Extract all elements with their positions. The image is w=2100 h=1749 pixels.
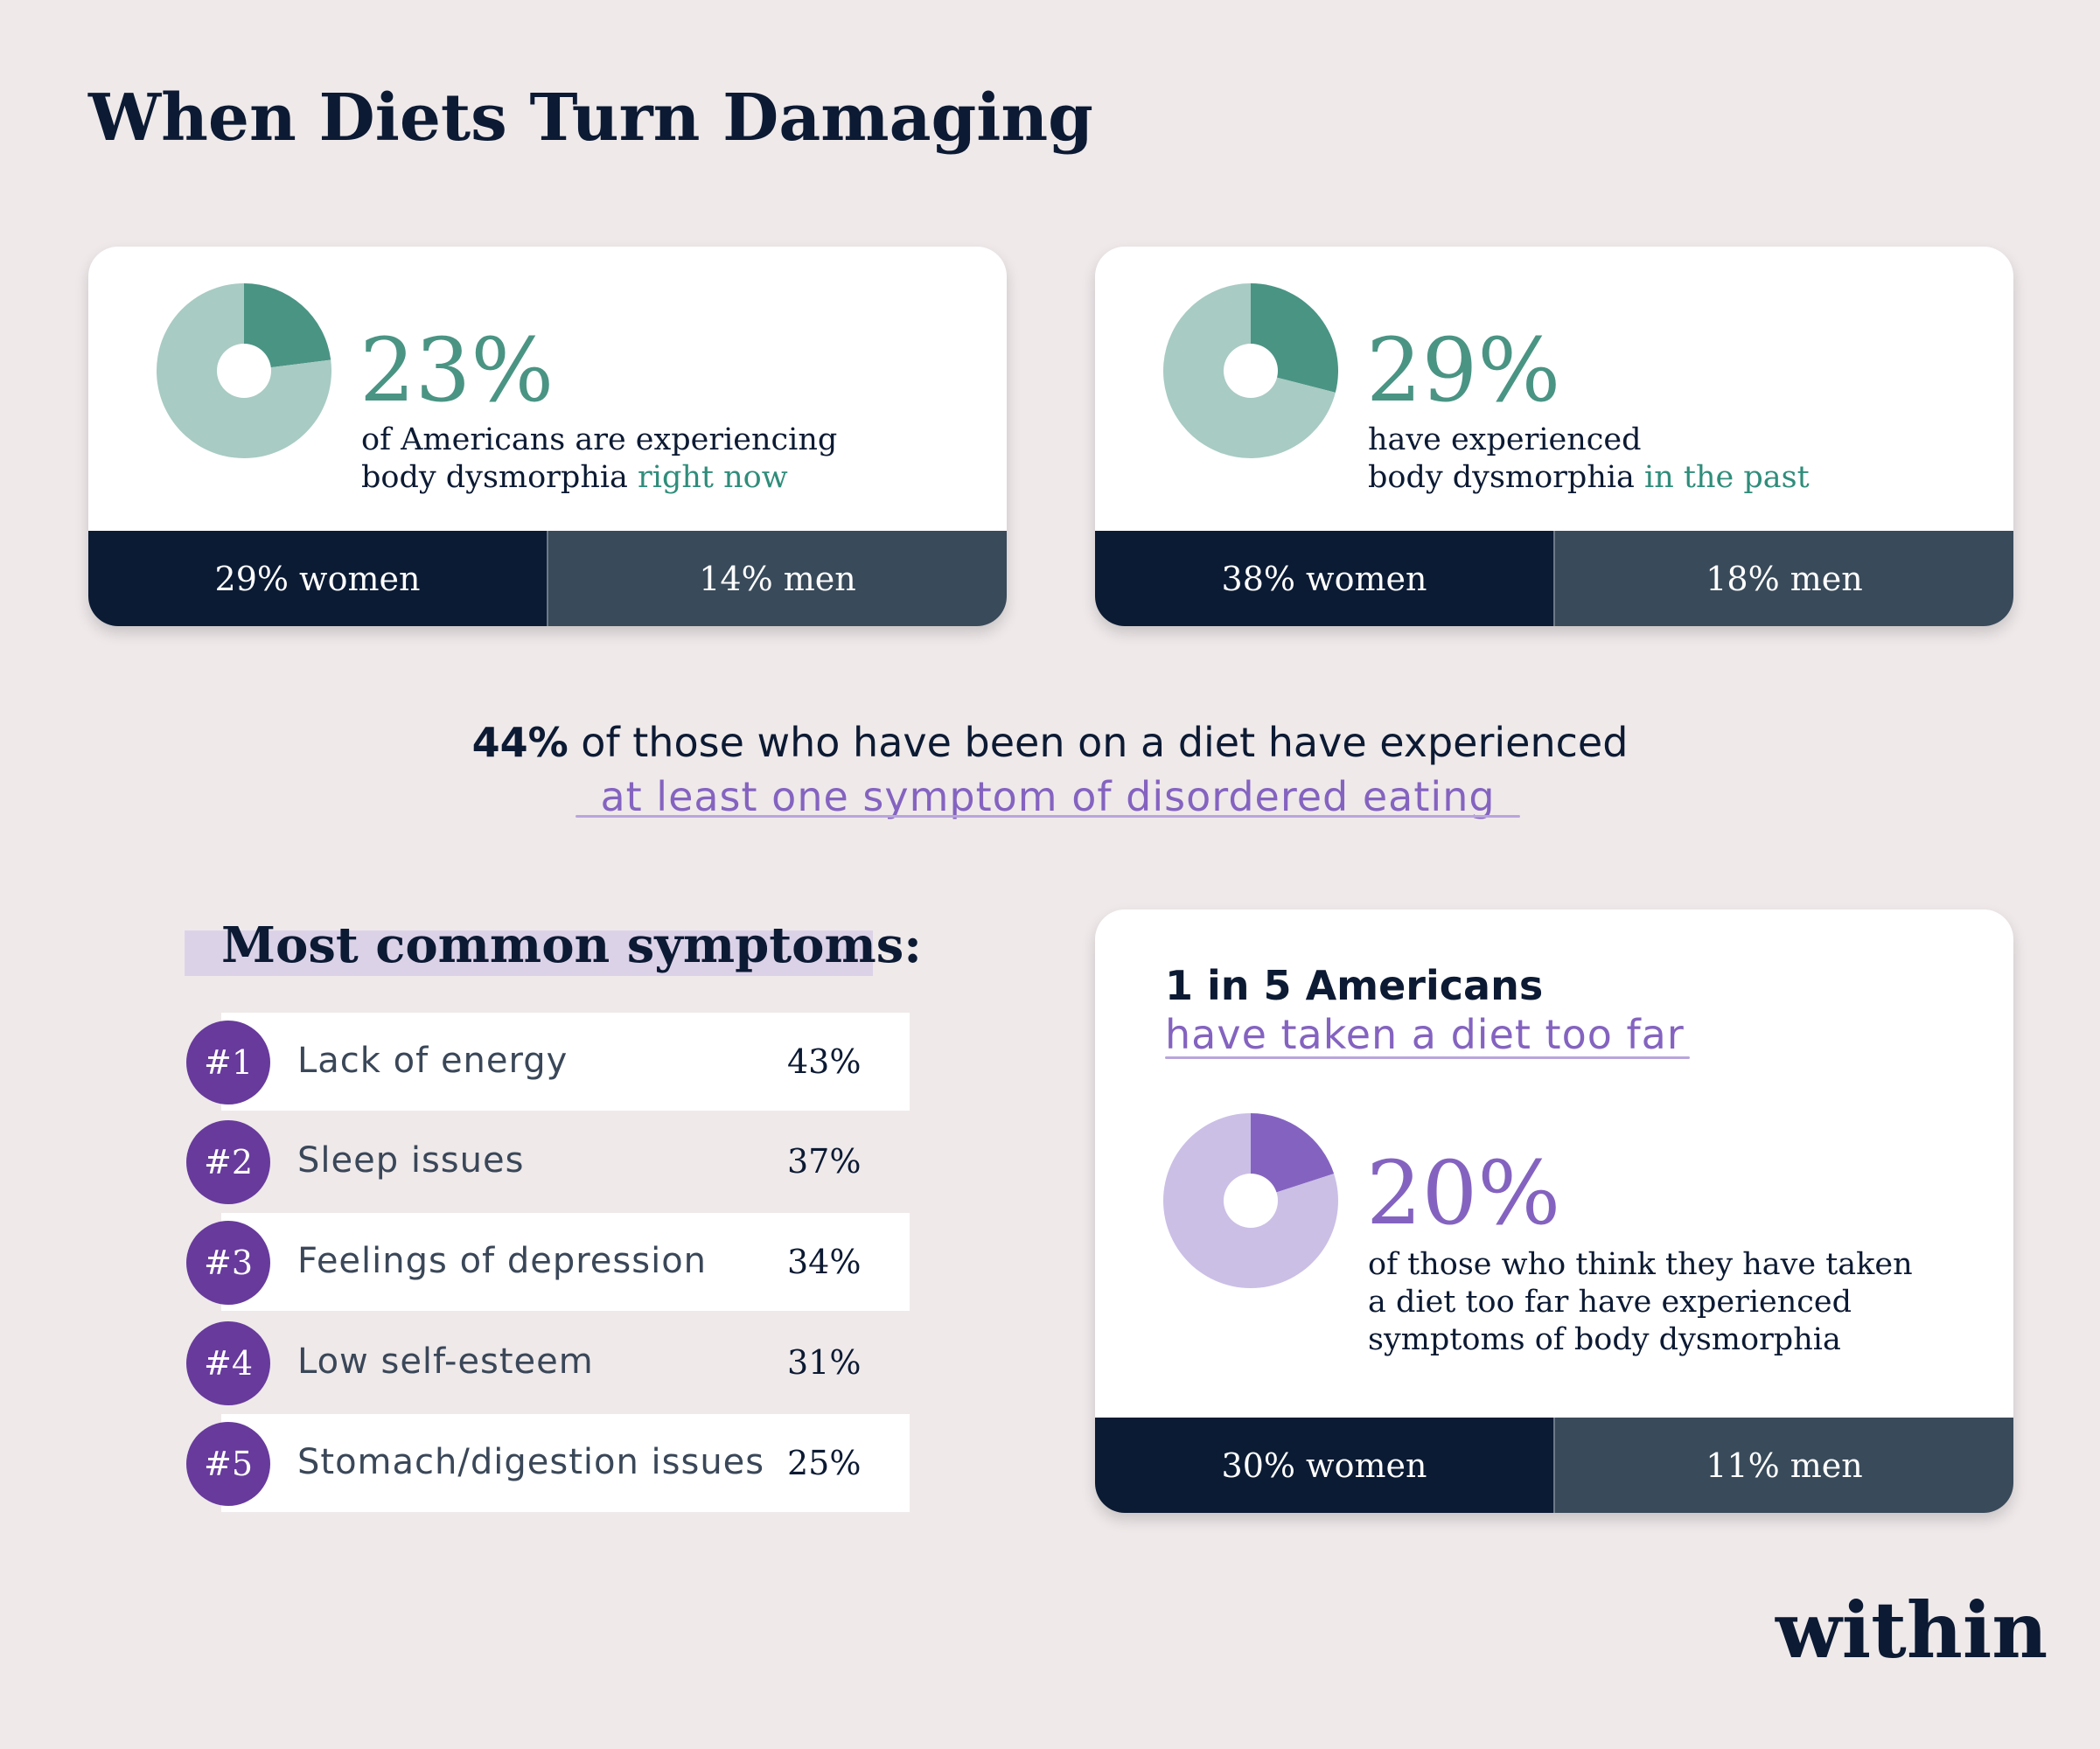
symptom-label: Lack of energy <box>297 1041 569 1081</box>
donut-chart-diet <box>1163 1113 1338 1288</box>
highlight-underline <box>576 815 1520 818</box>
rank-badge: #4 <box>186 1321 270 1405</box>
donut-chart-current <box>157 283 331 458</box>
donut-chart-past <box>1163 283 1338 458</box>
symptom-row <box>221 1213 910 1311</box>
gender-split: 38% women 18% men <box>1095 531 2013 626</box>
stat-card-diet-too-far: 1 in 5 Americans have taken a diet too f… <box>1095 909 2013 1513</box>
women-stat: 30% women <box>1095 1418 1553 1513</box>
diet-statement: 44% of those who have been on a diet hav… <box>471 719 1629 766</box>
symptom-label: Low self-esteem <box>297 1341 594 1382</box>
donut-hole <box>1224 1174 1278 1228</box>
stat-description: of Americans are experiencing body dysmo… <box>361 422 837 497</box>
stat-description-line1: have experienced <box>1368 422 1642 457</box>
rank-badge: #2 <box>186 1120 270 1204</box>
women-stat: 29% women <box>88 531 547 626</box>
symptoms-heading: Most common symptoms: <box>221 916 922 974</box>
rank-badge: #3 <box>186 1221 270 1305</box>
symptom-value: 34% <box>787 1243 862 1281</box>
symptom-row <box>221 1414 910 1512</box>
stat-description-line2: a diet too far have experienced <box>1368 1285 1852 1320</box>
card-heading: 1 in 5 Americans <box>1165 962 1544 1009</box>
stat-description-line1: of those who think they have taken <box>1368 1247 1913 1282</box>
stat-description: have experienced body dysmorphia in the … <box>1368 422 1810 497</box>
symptom-value: 31% <box>787 1343 862 1382</box>
symptom-value: 37% <box>787 1142 862 1181</box>
men-stat: 14% men <box>547 531 1007 626</box>
diet-statement-highlight: at least one symptom of disordered eatin… <box>600 773 1496 820</box>
stat-description-line2: body dysmorphia right now <box>361 460 788 495</box>
page-title: When Diets Turn Damaging <box>88 80 1093 156</box>
card-heading-highlight: have taken a diet too far <box>1165 1011 1685 1058</box>
stat-description-line3: symptoms of body dysmorphia <box>1368 1322 1841 1357</box>
symptom-value: 43% <box>787 1042 862 1081</box>
symptom-label: Sleep issues <box>297 1140 525 1181</box>
stat-card-past: 29% have experienced body dysmorphia in … <box>1095 247 2013 626</box>
stat-description: of those who think they have taken a die… <box>1368 1246 1913 1359</box>
gender-split: 30% women 11% men <box>1095 1418 2013 1513</box>
donut-hole <box>1224 344 1278 398</box>
women-stat: 38% women <box>1095 531 1553 626</box>
symptom-label: Feelings of depression <box>297 1241 708 1281</box>
men-stat: 18% men <box>1553 531 2013 626</box>
heading-highlight <box>185 930 873 976</box>
symptom-value: 25% <box>787 1444 862 1482</box>
pie-slice-highlight <box>1251 1113 1335 1201</box>
rank-badge: #5 <box>186 1422 270 1506</box>
stat-card-current: 23% of Americans are experiencing body d… <box>88 247 1007 626</box>
stat-value: 29% <box>1366 319 1561 422</box>
brand-logo: within <box>1776 1585 2048 1676</box>
symptom-row <box>221 1013 910 1111</box>
gender-split: 29% women 14% men <box>88 531 1007 626</box>
donut-hole <box>217 344 271 398</box>
stat-description-line2: body dysmorphia in the past <box>1368 460 1810 495</box>
rank-badge: #1 <box>186 1021 270 1104</box>
stat-description-line1: of Americans are experiencing <box>361 422 838 457</box>
symptom-label: Stomach/digestion issues <box>297 1442 765 1482</box>
stat-value: 20% <box>1366 1142 1561 1244</box>
pie-slice-highlight <box>244 283 331 371</box>
men-stat: 11% men <box>1553 1418 2013 1513</box>
stat-value: 23% <box>359 319 555 422</box>
highlight-underline <box>1165 1056 1690 1059</box>
